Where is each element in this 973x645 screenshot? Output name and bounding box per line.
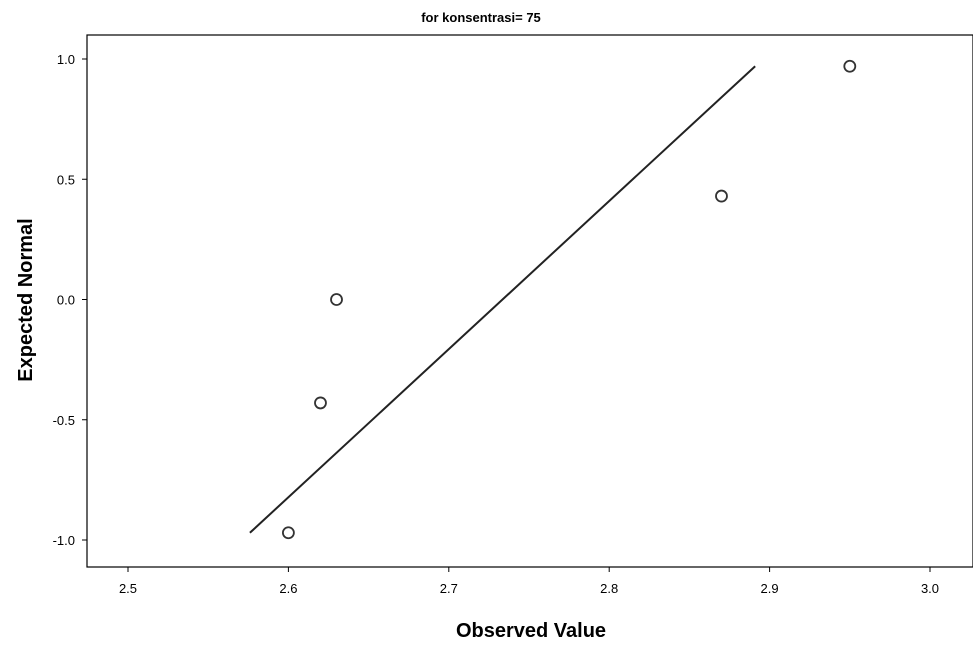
- x-tick-label: 2.5: [119, 581, 137, 596]
- x-axis-ticks: 2.5 2.6 2.7 2.8 2.9 3.0: [119, 567, 939, 596]
- data-points: [281, 59, 857, 540]
- x-tick-label: 2.8: [600, 581, 618, 596]
- y-axis-title: Expected Normal: [15, 218, 37, 381]
- reference-line-group: [249, 65, 756, 534]
- data-point: [281, 526, 295, 540]
- chart-title: for konsentrasi= 75: [421, 10, 541, 25]
- y-tick-label: 1.0: [57, 52, 75, 67]
- x-tick-label: 3.0: [921, 581, 939, 596]
- y-tick-label: -1.0: [53, 533, 75, 548]
- x-axis-title: Observed Value: [456, 620, 606, 642]
- y-axis-ticks: 1.0 0.5 0.0 -0.5 -1.0: [53, 52, 87, 548]
- data-point: [330, 293, 343, 306]
- data-point: [715, 189, 728, 203]
- x-tick-label: 2.9: [761, 581, 779, 596]
- data-point: [314, 396, 327, 410]
- data-point: [843, 59, 857, 73]
- x-tick-label: 2.6: [279, 581, 297, 596]
- y-tick-label: -0.5: [53, 413, 75, 428]
- plot-frame: [86, 34, 973, 568]
- y-tick-label: 0.0: [57, 293, 75, 308]
- x-tick-label: 2.7: [440, 581, 458, 596]
- y-tick-label: 0.5: [57, 172, 75, 187]
- normal-reference-line: [249, 65, 756, 534]
